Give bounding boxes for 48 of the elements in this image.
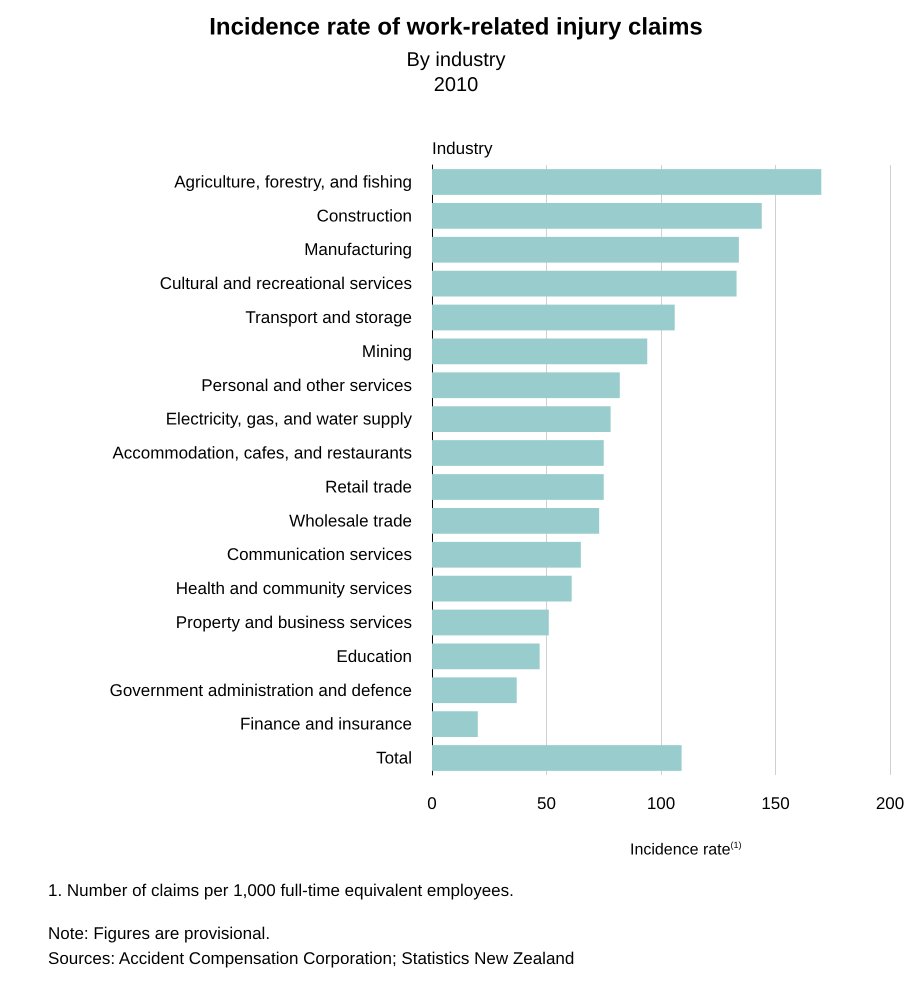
bar [432,372,620,398]
bar [432,644,540,670]
text: Note: Figures are provisional. [48,924,270,943]
x-tick-label: 0 [427,794,437,813]
bar [432,576,572,602]
bar [432,610,549,636]
chart-title: Incidence rate of work-related injury claims [209,14,703,40]
x-tick-label: 200 [876,794,904,813]
y-tick-label: Wholesale trade [289,511,412,530]
chart-subtitle: By industry 2010 [406,49,506,96]
y-tick-label: Education [336,646,412,666]
x-axis-title: Incidence rate$^{(1)}$ [630,840,742,860]
y-tick-label: Mining [362,342,412,361]
bar [432,304,675,330]
y-tick-label: Retail trade [325,477,412,496]
bar [432,169,822,195]
bar [432,236,739,263]
y-tick-label: Government administration and defence [110,680,412,700]
y-tick-label: Electricity, gas, and water supply [166,410,412,429]
text: 1. Number of claims per 1,000 full-time equivalent employees. [48,881,514,900]
bar [432,542,581,568]
y-tick-label: Personal and other services [201,376,412,395]
y-tick-label: Agriculture, forestry, and fishing [174,172,412,192]
bar [432,745,682,771]
x-tick-label: 150 [761,794,790,813]
y-tick-label: Total [376,748,412,768]
bar [432,474,604,500]
bar [432,508,600,534]
bar [432,270,737,296]
y-tick-label: Communication services [226,545,412,564]
source-note: Sources: Accident Compensation Corporation; Statistics New Zealand [48,949,574,968]
bar [432,440,604,466]
y-tick-label: Accommodation, cafes, and restaurants [112,444,412,463]
y-tick-label: Construction [316,206,412,226]
y-tick-label: Cultural and recreational services [160,274,412,294]
bar [432,202,762,229]
y-axis-title: Industry [432,139,493,158]
bar [432,711,478,738]
y-tick-label: Health and community services [176,579,412,598]
bar [432,406,611,432]
y-tick-label: Transport and storage [245,308,412,327]
y-tick-label: Property and business services [176,613,412,632]
bar [432,677,517,704]
y-tick-label: Manufacturing [304,240,412,260]
x-tick-label: 50 [537,794,556,813]
bar [432,338,648,364]
y-tick-label: Finance and insurance [240,714,412,734]
x-tick-label: 100 [646,794,676,813]
